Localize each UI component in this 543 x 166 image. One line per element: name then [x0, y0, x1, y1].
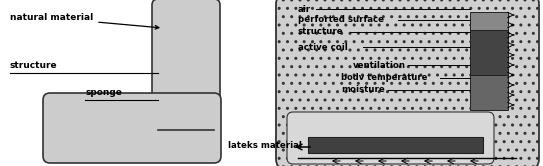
Text: ventilation: ventilation	[353, 60, 406, 70]
FancyBboxPatch shape	[43, 93, 221, 163]
Text: structure: structure	[10, 61, 58, 70]
Text: air: air	[298, 4, 311, 13]
FancyBboxPatch shape	[287, 112, 494, 164]
FancyBboxPatch shape	[152, 0, 220, 136]
Text: perforted surface: perforted surface	[298, 15, 384, 25]
Bar	[470, 75, 508, 110]
Bar	[308, 137, 483, 153]
Text: moisture: moisture	[341, 85, 385, 94]
Bar	[470, 30, 508, 75]
Text: lateks material: lateks material	[228, 140, 302, 150]
Text: sponge: sponge	[85, 88, 122, 97]
Bar	[159, 101, 214, 131]
Text: active coil: active coil	[298, 42, 348, 51]
Bar	[470, 12, 508, 30]
Text: bodv temperature: bodv temperature	[341, 74, 427, 83]
FancyBboxPatch shape	[276, 0, 539, 166]
Text: structure: structure	[298, 28, 344, 37]
Text: natural material: natural material	[10, 13, 159, 29]
